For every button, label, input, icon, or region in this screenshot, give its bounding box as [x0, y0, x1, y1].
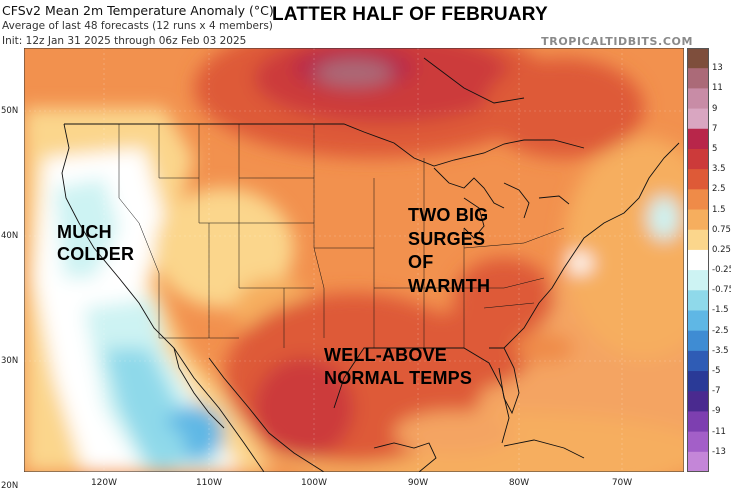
annotation-line: OF	[408, 252, 434, 272]
lon-label-80w: 80W	[508, 478, 530, 488]
colorbar-label: -3.5	[712, 345, 729, 356]
colorbar-swatch	[687, 431, 709, 453]
colorbar-label: 11	[712, 83, 723, 94]
chart-title: CFSv2 Mean 2m Temperature Anomaly (°C)	[2, 3, 274, 18]
colorbar-swatch	[687, 88, 709, 110]
colorbar-label: -5	[712, 366, 721, 377]
colorbar-swatch	[687, 330, 709, 352]
lon-label-110w: 110W	[195, 478, 223, 488]
colorbar-swatch	[687, 48, 709, 69]
colorbar-swatch	[687, 371, 709, 392]
colorbar-swatch	[687, 310, 709, 332]
annotation-line: WELL-ABOVE	[324, 345, 447, 365]
colorbar-swatch	[687, 411, 709, 433]
lat-label-30n: 30N	[1, 356, 19, 366]
lat-label-50n: 50N	[1, 106, 19, 116]
colorbar-swatch	[687, 108, 709, 130]
colorbar-swatch	[687, 209, 709, 231]
annotation-line: SURGES	[408, 228, 486, 249]
colorbar-label: 2.5	[712, 184, 726, 195]
colorbar-swatch	[687, 270, 709, 291]
chart-subtitle: Average of last 48 forecasts (12 runs x …	[2, 20, 273, 32]
annotation-line: MUCH	[57, 222, 112, 242]
annotation-surges-of-warmth: TWO BIG SURGES OF WARMTH	[408, 204, 490, 298]
colorbar-label: -0.75	[712, 285, 731, 296]
colorbar-border	[687, 48, 709, 472]
anomaly-contours	[24, 48, 684, 472]
annotation-line: COLDER	[57, 244, 135, 264]
coastlines-and-borders	[61, 57, 680, 472]
temperature-anomaly-map	[24, 48, 684, 472]
colorbar-swatch	[687, 169, 709, 190]
colorbar-label: -1.5	[712, 305, 729, 316]
colorbar-swatch	[687, 290, 709, 311]
annotation-much-colder: MUCH COLDER	[57, 221, 134, 265]
lon-label-70w: 70W	[611, 478, 633, 488]
lon-label-120w: 120W	[90, 478, 118, 488]
colorbar-label: -13	[712, 446, 726, 457]
colorbar-label: -7	[712, 386, 721, 397]
lat-label-20n: 20N	[1, 481, 19, 491]
colorbar-label: -11	[712, 426, 726, 437]
colorbar-label: 0.25	[712, 244, 731, 255]
colorbar-swatch	[687, 451, 709, 472]
init-time: Init: 12z Jan 31 2025 through 06z Feb 03…	[2, 35, 247, 47]
annotation-above-normal: WELL-ABOVE NORMAL TEMPS	[324, 344, 472, 390]
colorbar-label: 3.5	[712, 164, 726, 175]
colorbar-swatch	[687, 128, 709, 150]
colorbar-swatch	[687, 68, 709, 89]
colorbar-swatch	[687, 249, 709, 271]
lat-label-40n: 40N	[1, 231, 19, 241]
colorbar-label: -0.25	[712, 265, 731, 276]
state-borders	[118, 124, 565, 348]
colorbar-label: 13	[712, 63, 723, 74]
annotation-line: TWO BIG	[408, 205, 489, 225]
colorbar-label: -9	[712, 406, 721, 417]
colorbar-label: 1.5	[712, 204, 726, 215]
colorbar-swatch	[687, 189, 709, 211]
colorbar	[687, 48, 709, 472]
brand-watermark: TROPICALTIDBITS.COM	[541, 35, 693, 48]
colorbar-label: 9	[712, 103, 718, 114]
colorbar-label: 7	[712, 123, 718, 134]
colorbar-swatch	[687, 350, 709, 372]
colorbar-label: -2.5	[712, 325, 729, 336]
colorbar-swatch	[687, 391, 709, 412]
overlay-title: LATTER HALF OF FEBRUARY	[272, 4, 548, 25]
colorbar-label: 5	[712, 143, 718, 154]
lon-label-100w: 100W	[300, 478, 328, 488]
annotation-line: NORMAL TEMPS	[324, 368, 473, 388]
colorbar-label: 0.75	[712, 224, 731, 235]
lon-label-90w: 90W	[407, 478, 429, 488]
colorbar-swatch	[687, 229, 709, 251]
colorbar-swatch	[687, 148, 709, 170]
annotation-line: WARMTH	[408, 275, 491, 296]
